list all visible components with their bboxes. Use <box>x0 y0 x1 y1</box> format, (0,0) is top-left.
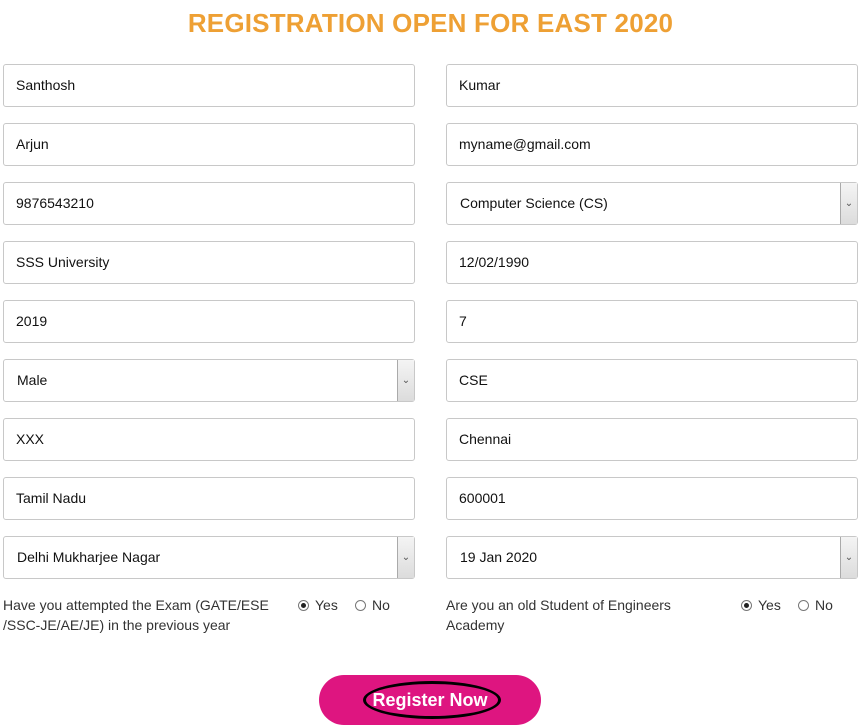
radio-checked-icon[interactable] <box>298 599 309 611</box>
centre-value: Delhi Mukharjee Nagar <box>17 549 161 565</box>
first-name-input[interactable]: Santhosh <box>3 64 415 107</box>
chevron-down-icon[interactable]: ⌄ <box>840 183 857 224</box>
question-line: /SSC-JE/AE/JE) in the previous year <box>3 617 231 633</box>
stream-value: Computer Science (CS) <box>460 195 608 211</box>
batch-date-value: 19 Jan 2020 <box>460 549 538 565</box>
register-now-button[interactable]: Register Now <box>319 675 541 725</box>
centre-select[interactable]: Delhi Mukharjee Nagar ⌄ <box>3 536 415 579</box>
stream-select[interactable]: Computer Science (CS) ⌄ <box>446 182 858 225</box>
question-line: Academy <box>446 617 505 633</box>
radio-unchecked-icon[interactable] <box>355 599 366 611</box>
chevron-down-icon[interactable]: ⌄ <box>397 537 414 578</box>
radio-label: No <box>372 597 390 613</box>
email-input[interactable]: myname@gmail.com <box>446 123 858 166</box>
last-name-input[interactable]: Kumar <box>446 64 858 107</box>
highlight-ellipse <box>363 681 501 719</box>
chevron-down-icon[interactable]: ⌄ <box>840 537 857 578</box>
gender-value: Male <box>17 372 48 388</box>
branch-input[interactable]: CSE <box>446 359 858 402</box>
batch-date-select[interactable]: 19 Jan 2020 ⌄ <box>446 536 858 579</box>
radio-label: Yes <box>758 597 781 613</box>
father-name-input[interactable]: Arjun <box>3 123 415 166</box>
phone-input[interactable]: 9876543210 <box>3 182 415 225</box>
attempted-no-radio[interactable]: No <box>355 597 390 613</box>
semester-input[interactable]: 7 <box>446 300 858 343</box>
pincode-input[interactable]: 600001 <box>446 477 858 520</box>
university-input[interactable]: SSS University <box>3 241 415 284</box>
page-title: REGISTRATION OPEN FOR EAST 2020 <box>187 8 674 38</box>
attempted-yes-radio[interactable]: Yes <box>298 597 338 613</box>
attempted-question: Have you attempted the Exam (GATE/ESE/SS… <box>3 595 269 635</box>
address-input[interactable]: XXX <box>3 418 415 461</box>
old-student-question: Are you an old Student of Engineers Acade… <box>446 595 671 635</box>
radio-label: No <box>815 597 833 613</box>
dob-input[interactable]: 12/02/1990 <box>446 241 858 284</box>
old-student-yes-radio[interactable]: Yes <box>741 597 781 613</box>
gender-select[interactable]: Male ⌄ <box>3 359 415 402</box>
city-input[interactable]: Chennai <box>446 418 858 461</box>
question-line: Are you an old Student of Engineers <box>446 597 671 613</box>
question-line: Have you attempted the Exam (GATE/ESE <box>3 597 269 613</box>
passing-year-input[interactable]: 2019 <box>3 300 415 343</box>
radio-label: Yes <box>315 597 338 613</box>
radio-unchecked-icon[interactable] <box>798 599 809 611</box>
register-button-label: Register Now <box>372 690 488 710</box>
state-input[interactable]: Tamil Nadu <box>3 477 415 520</box>
radio-checked-icon[interactable] <box>741 599 752 611</box>
chevron-down-icon[interactable]: ⌄ <box>397 360 414 401</box>
old-student-no-radio[interactable]: No <box>798 597 833 613</box>
